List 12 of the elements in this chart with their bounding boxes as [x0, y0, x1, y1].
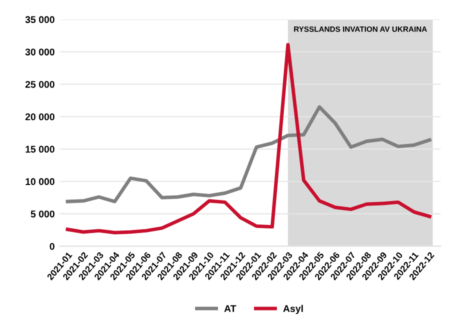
- line-series: [66, 105, 432, 204]
- y-tick-label: 20 000: [25, 113, 54, 120]
- y-tick-label: 25 000: [25, 80, 54, 88]
- line-series: [66, 42, 432, 234]
- legend-label: Asyl: [283, 304, 303, 314]
- y-tick-label: 0: [50, 242, 54, 250]
- y-tick-label: 15 000: [26, 146, 54, 153]
- y-tick-label: 10 000: [26, 178, 54, 186]
- y-tick-label: 5 000: [30, 210, 54, 218]
- y-tick-label: 35 000: [25, 16, 54, 24]
- legend-label: AT: [224, 305, 236, 312]
- y-tick-label: 30 000: [25, 48, 54, 56]
